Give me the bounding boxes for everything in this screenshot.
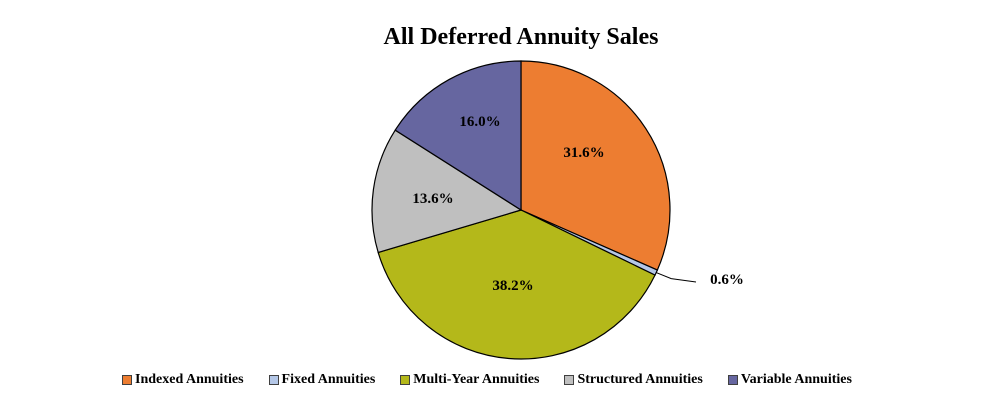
legend-item-multi-year: Multi-Year Annuities [400, 372, 539, 388]
pie-slice-structured-annuities [371, 129, 523, 254]
pie-labels: 31.6% 0.6% 38.2% 13.6% 16.0% [412, 114, 744, 294]
pie-slice-multi-year-annuities [377, 209, 656, 360]
data-label: 13.6% [412, 191, 453, 207]
legend-swatch-multi-year [400, 375, 411, 385]
legend-item-indexed: Indexed Annuities [122, 372, 244, 388]
chart-title: All Deferred Annuity Sales [383, 24, 659, 50]
data-label: 0.6% [710, 272, 744, 288]
pie-slice-indexed-annuities [520, 60, 671, 271]
legend: Indexed Annuities Fixed Annuities Multi-… [122, 372, 877, 388]
data-label: 16.0% [459, 114, 500, 130]
pie-slices [371, 60, 671, 360]
legend-swatch-indexed [122, 375, 132, 385]
legend-label: Multi-Year Annuities [413, 372, 540, 387]
legend-label: Fixed Annuities [281, 372, 376, 387]
data-label: 38.2% [492, 278, 533, 294]
pie-slice-variable-annuities [394, 60, 522, 212]
legend-label: Structured Annuities [577, 372, 703, 387]
legend-label: Indexed Annuities [135, 372, 244, 387]
legend-swatch-fixed [268, 375, 279, 385]
legend-swatch-structured [564, 375, 575, 385]
legend-swatch-variable [727, 375, 738, 385]
data-label: 31.6% [563, 145, 604, 161]
legend-label: Variable Annuities [740, 372, 852, 387]
leader-line [656, 272, 697, 283]
legend-item-fixed: Fixed Annuities [268, 372, 376, 388]
legend-item-variable: Variable Annuities [727, 372, 852, 388]
legend-item-structured: Structured Annuities [564, 372, 703, 388]
